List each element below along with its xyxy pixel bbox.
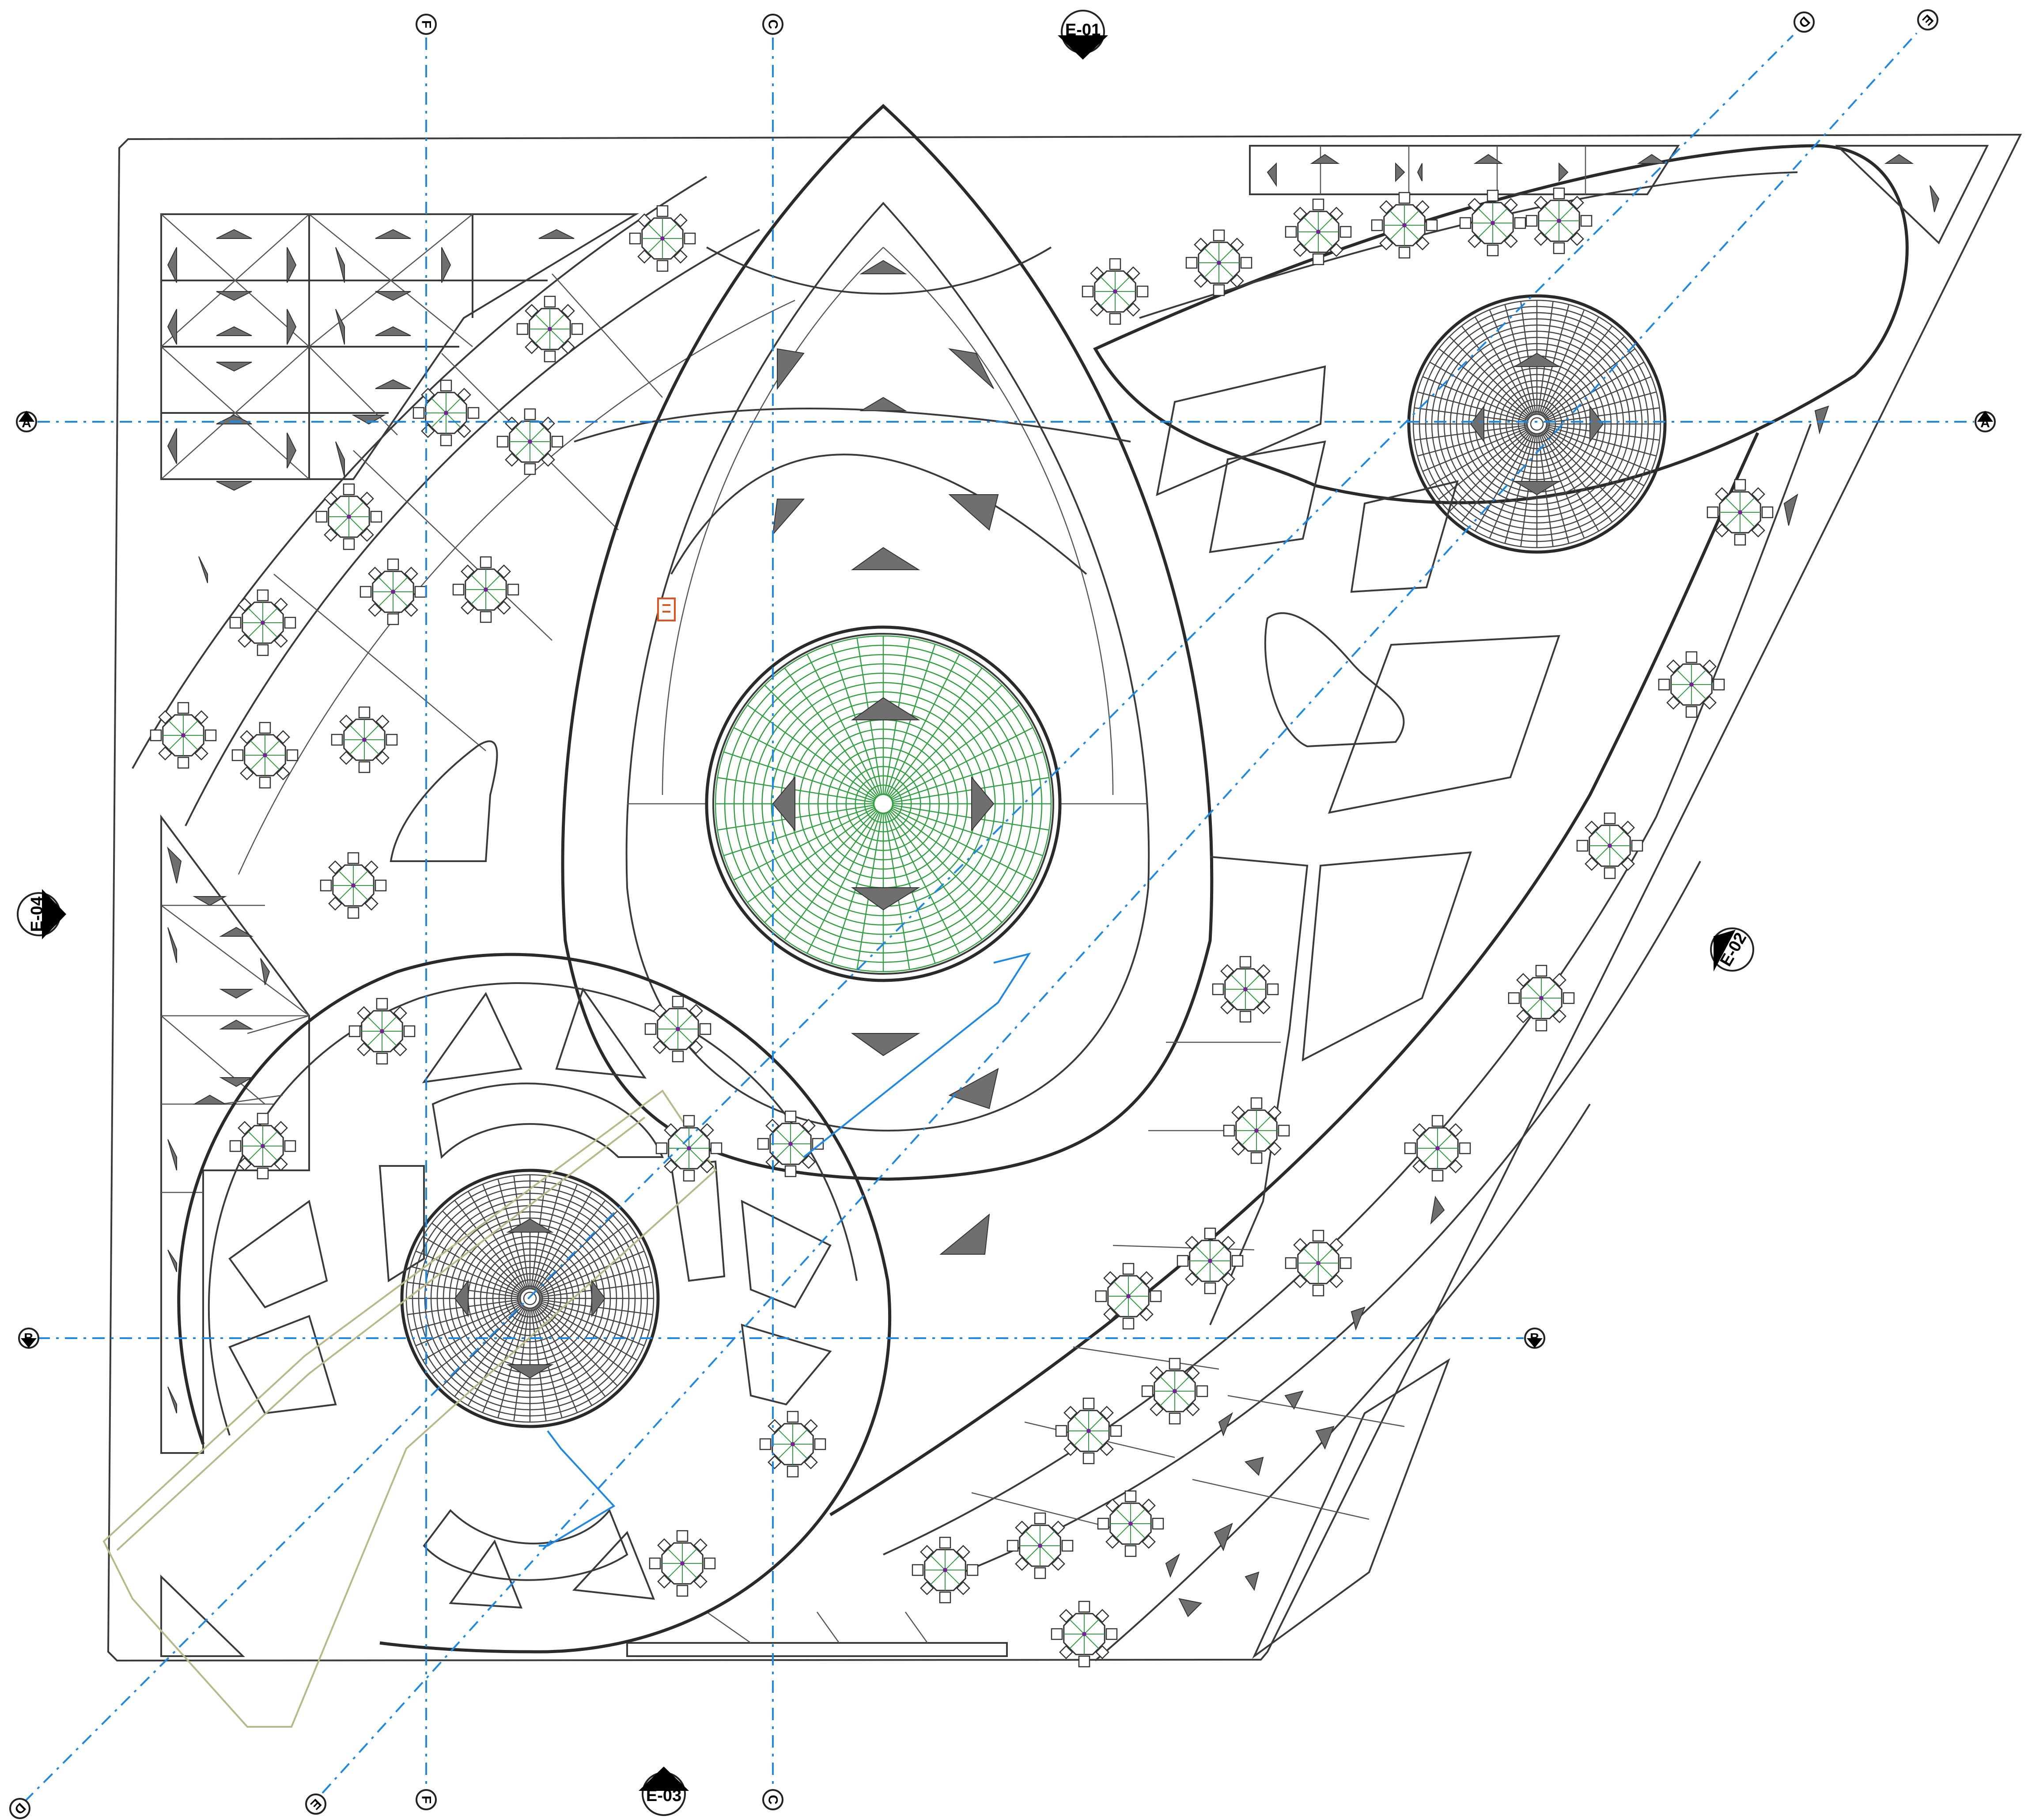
grid-bubble-c-bottom[interactable]: C	[762, 1789, 783, 1810]
landscape-outline	[102, 1090, 717, 1728]
dining-table-icon[interactable]	[1212, 956, 1279, 1023]
dining-table-icon[interactable]	[1177, 1227, 1244, 1294]
stair-icon[interactable]	[657, 598, 676, 621]
dome-icon	[715, 635, 1052, 972]
dining-table-icon[interactable]	[348, 998, 416, 1065]
grid-bubbles: A A B B C C F F	[9, 9, 1996, 1819]
grid-bubble-f-top[interactable]: F	[416, 14, 437, 35]
grid-bubble-f-bottom[interactable]: F	[416, 1789, 437, 1810]
sw-dome-icon	[405, 1174, 655, 1423]
grid-line-e	[322, 32, 1918, 1794]
central-leaf	[561, 104, 1214, 1181]
elevation-marker-e01[interactable]: E-01	[1058, 10, 1108, 60]
dining-table-icon[interactable]	[912, 1536, 979, 1604]
dining-table-icon[interactable]	[496, 408, 564, 475]
grid-bubble-c-label-bottom: C	[766, 1795, 780, 1805]
grid-bubble-a-label-right: A	[1980, 416, 1990, 431]
elevation-marker-e02[interactable]: E-02	[1710, 927, 1754, 972]
dining-table-icon[interactable]	[359, 558, 427, 625]
dining-table-icon[interactable]	[1459, 189, 1526, 257]
grid-bubble-f-label: F	[419, 20, 434, 28]
dining-table-icon[interactable]	[1285, 198, 1352, 265]
elevation-marker-e04-label: E-04	[28, 897, 46, 932]
elevation-marker-e03-label: E-03	[646, 1786, 681, 1805]
dining-table-icon[interactable]	[759, 1411, 826, 1478]
grid-bubble-f-label-bottom: F	[419, 1796, 434, 1804]
dining-table-icon[interactable]	[629, 205, 696, 272]
grid-bubble-b-label: B	[24, 1331, 34, 1346]
site-boundary	[107, 133, 2022, 1662]
floating-panels	[1156, 365, 1560, 1062]
grid-axes	[23, 32, 1974, 1803]
dining-table-icon[interactable]	[1706, 479, 1774, 546]
dining-table-icon[interactable]	[229, 1112, 296, 1180]
dining-table-icon[interactable]	[1576, 812, 1643, 879]
left-roof-grid	[160, 213, 639, 480]
dining-table-icon[interactable]	[1051, 1601, 1118, 1668]
dining-table-icon[interactable]	[1404, 1115, 1471, 1182]
dining-table-icon[interactable]	[231, 722, 299, 789]
central-dome	[705, 625, 1062, 982]
dining-table-icon[interactable]	[1097, 1490, 1164, 1557]
dining-table-icon[interactable]	[1371, 192, 1438, 259]
dining-table-icon[interactable]	[1658, 651, 1725, 718]
grid-bubble-b-right[interactable]: B	[1524, 1328, 1545, 1349]
ne-triangle-strip	[1249, 145, 1989, 245]
sw-circle-composition	[177, 953, 891, 1654]
dining-table-icon[interactable]	[1006, 1512, 1074, 1579]
dining-tables	[150, 187, 1774, 1668]
grid-bubble-e-top[interactable]: E	[1917, 9, 1938, 30]
dining-table-icon[interactable]	[1185, 229, 1252, 296]
dining-table-icon[interactable]	[1055, 1397, 1122, 1464]
dining-table-icon[interactable]	[1141, 1358, 1208, 1425]
ne-dome-icon	[1412, 299, 1661, 549]
dining-table-icon[interactable]	[1082, 258, 1149, 325]
section-cut-line	[539, 1430, 616, 1547]
grid-bubble-d-top[interactable]: D	[1793, 11, 1815, 33]
dining-table-icon[interactable]	[412, 379, 480, 446]
grid-bubble-c-top[interactable]: C	[762, 14, 783, 35]
dining-table-icon[interactable]	[229, 589, 296, 656]
dining-table-icon[interactable]	[1525, 187, 1593, 254]
grid-bubble-a-label: A	[22, 416, 31, 431]
nw-curved-band	[132, 176, 795, 875]
elevation-marker-e04[interactable]: E-04	[17, 889, 66, 939]
dining-table-icon[interactable]	[452, 556, 519, 623]
grid-bubble-b-label-right: B	[1530, 1331, 1540, 1346]
grid-bubble-b-left[interactable]: B	[18, 1328, 39, 1349]
se-curved-band	[626, 424, 1812, 1661]
dining-table-icon[interactable]	[1285, 1230, 1352, 1297]
dining-table-icon[interactable]	[315, 483, 382, 550]
dining-table-icon[interactable]	[320, 852, 387, 919]
grid-bubble-e-bottom[interactable]: E	[305, 1794, 326, 1815]
dining-table-icon[interactable]	[1095, 1263, 1162, 1330]
dining-table-icon[interactable]	[331, 706, 398, 773]
dining-table-icon[interactable]	[649, 1530, 716, 1597]
dining-table-icon[interactable]	[644, 995, 711, 1063]
skylight-triangles	[167, 154, 1940, 1617]
elevation-markers: E-01 E-02 E-03 E-04	[17, 10, 1754, 1816]
grid-bubble-a-right[interactable]: A	[1975, 411, 1996, 432]
elevation-marker-e03[interactable]: E-03	[639, 1767, 689, 1816]
dining-table-icon[interactable]	[516, 295, 583, 363]
dining-table-icon[interactable]	[1508, 965, 1575, 1032]
grid-bubble-c-label: C	[766, 19, 780, 29]
grid-line-d	[23, 34, 1794, 1803]
grid-bubble-d-bottom[interactable]: D	[9, 1798, 30, 1819]
dining-table-icon[interactable]	[1223, 1097, 1290, 1164]
dining-table-icon[interactable]	[655, 1115, 723, 1182]
grid-bubble-a-left[interactable]: A	[16, 411, 37, 432]
dining-table-icon[interactable]	[150, 702, 217, 769]
elevation-marker-e01-label: E-01	[1065, 21, 1101, 39]
